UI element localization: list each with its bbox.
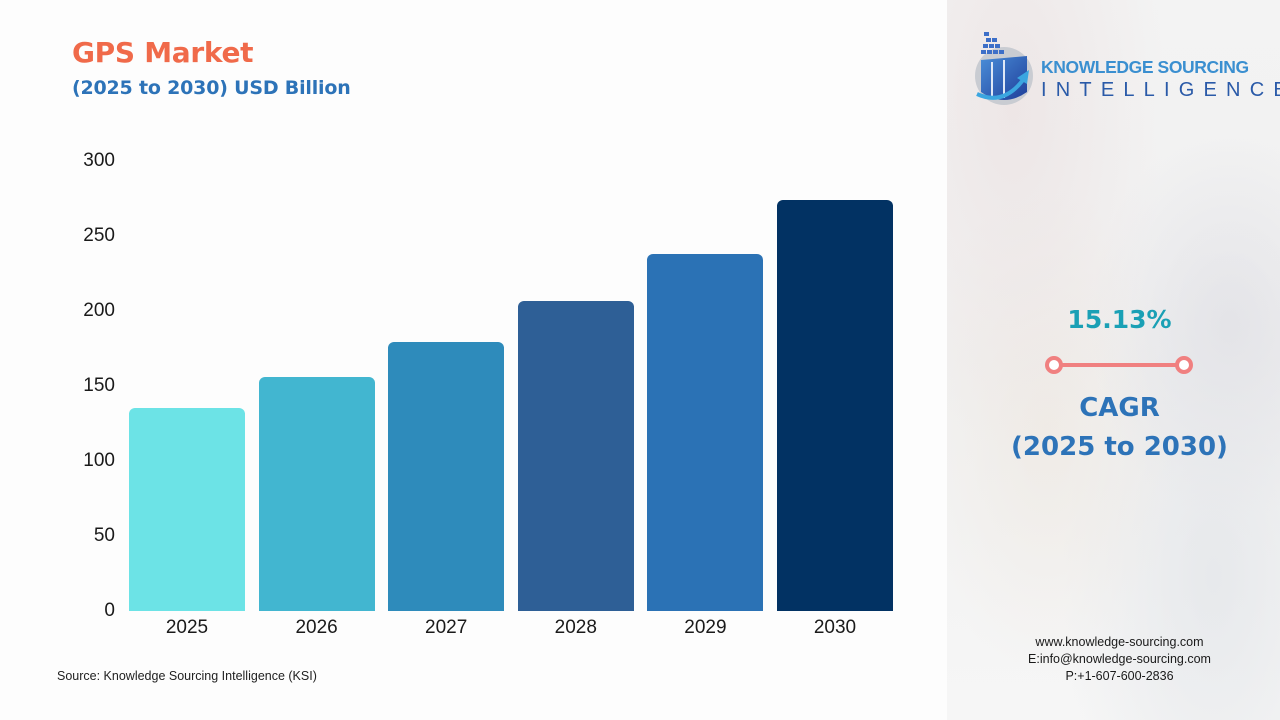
ksi-logo-icon — [975, 32, 1033, 105]
chart-subtitle: (2025 to 2030) USD Billion — [72, 77, 351, 99]
y-axis-tick: 300 — [83, 150, 115, 171]
bar-chart: 0 50 100 150 200 250 300 2025 2026 2027 2028 2029 20… — [83, 150, 893, 638]
x-axis-label: 2027 — [425, 617, 468, 638]
chart-panel: GPS Market (2025 to 2030) USD Billion 0 5… — [57, 36, 893, 683]
cagr-value: 15.13% — [1067, 305, 1172, 334]
bar-2026 — [258, 377, 375, 611]
x-axis-label: 2026 — [295, 617, 338, 638]
cagr-label: CAGR — [1079, 393, 1160, 423]
x-axis-label: 2028 — [554, 617, 597, 638]
brand-logo: KNOWLEDGE SOURCING INTELLIGENCE — [973, 30, 1280, 110]
y-axis-tick: 50 — [93, 525, 115, 546]
y-axis-tick: 0 — [104, 600, 115, 621]
y-axis-tick: 100 — [83, 450, 115, 471]
contact-info: www.knowledge-sourcing.com E:info@knowle… — [947, 634, 1280, 685]
cagr-period: (2025 to 2030) — [1011, 432, 1228, 462]
x-axis-label: 2029 — [684, 617, 727, 638]
bar-2030 — [777, 199, 893, 611]
y-axis-tick: 200 — [83, 300, 115, 321]
contact-website: www.knowledge-sourcing.com — [1035, 635, 1204, 649]
contact-phone: P:+1-607-600-2836 — [1065, 669, 1174, 683]
bar-2029 — [647, 253, 764, 611]
source-note: Source: Knowledge Sourcing Intelligence … — [57, 669, 317, 683]
y-axis-tick: 150 — [83, 375, 115, 396]
x-axis-label: 2025 — [165, 617, 209, 638]
bar-2025 — [129, 407, 245, 611]
bar-2028 — [517, 300, 634, 611]
y-axis-tick: 250 — [83, 225, 115, 246]
cagr-connector-icon — [1045, 356, 1193, 374]
chart-title: GPS Market — [72, 36, 254, 69]
brand-name-line2: INTELLIGENCE — [1041, 79, 1280, 101]
brand-name-line1: KNOWLEDGE SOURCING — [1041, 57, 1249, 77]
x-axis-label: 2030 — [813, 617, 857, 638]
contact-email: E:info@knowledge-sourcing.com — [1028, 652, 1211, 666]
bar-2027 — [388, 341, 505, 611]
info-panel: KNOWLEDGE SOURCING INTELLIGENCE 15.13% C… — [947, 0, 1280, 720]
